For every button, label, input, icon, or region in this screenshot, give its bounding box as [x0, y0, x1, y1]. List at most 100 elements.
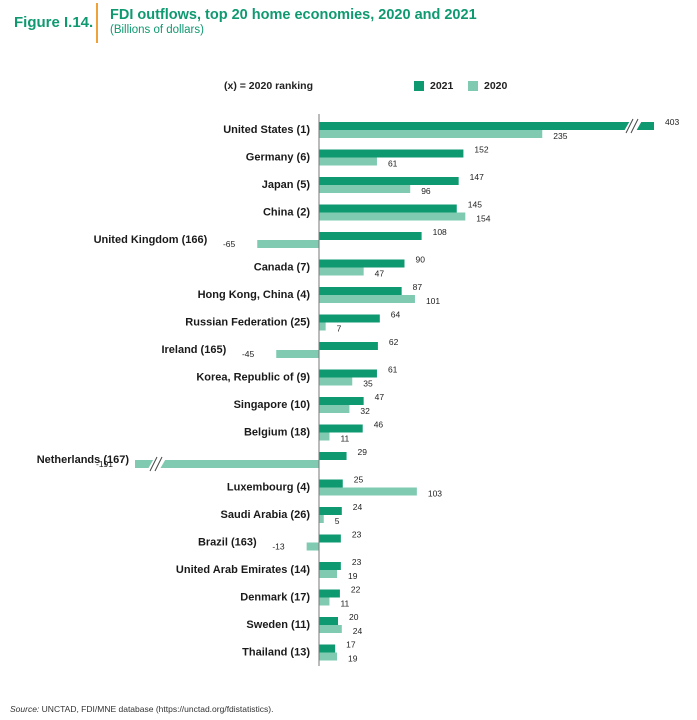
bar-2020-united-kingdom-166	[257, 240, 319, 248]
value-label-2021-germany-6: 152	[474, 145, 488, 155]
legend-swatch-2021	[414, 81, 424, 91]
value-label-2020-brazil-163: -13	[272, 542, 285, 552]
value-label-2021-japan-5: 147	[470, 172, 484, 182]
value-label-2020-netherlands-167: -191	[96, 459, 113, 469]
category-label-japan-5: Japan (5)	[262, 179, 311, 191]
bar-2020-sweden-11	[319, 625, 342, 633]
value-label-2020-luxembourg-4: 103	[428, 489, 442, 499]
bar-2020-canada-7	[319, 267, 364, 276]
category-label-united-states-1: United States (1)	[223, 124, 310, 136]
axis-break-united-states-1-mark-a	[625, 118, 634, 134]
bar-2020-germany-6	[319, 157, 377, 166]
source-note: Source: UNCTAD, FDI/MNE database (https:…	[10, 704, 273, 714]
category-label-russian-federation-25: Russian Federation (25)	[185, 317, 310, 329]
value-label-2020-united-states-1: 235	[553, 131, 567, 141]
value-label-2021-saudi-arabia-26: 24	[353, 502, 363, 512]
value-label-2021-netherlands-167: 29	[358, 447, 368, 457]
bar-2021-denmark-17	[319, 589, 340, 598]
bar-2021-united-kingdom-166	[319, 232, 422, 240]
value-label-2021-belgium-18: 46	[374, 420, 384, 430]
value-label-2020-singapore-10: 32	[360, 406, 370, 416]
value-label-2020-united-kingdom-166: -65	[223, 239, 236, 249]
source-text: UNCTAD, FDI/MNE database (https://unctad…	[41, 704, 274, 714]
bar-2020-japan-5	[319, 185, 411, 193]
bar-2021-belgium-18	[319, 424, 363, 433]
value-label-2020-ireland-165: -45	[242, 349, 255, 359]
value-label-2021-sweden-11: 20	[349, 612, 359, 622]
bar-2021-germany-6	[319, 149, 464, 158]
bar-2021-canada-7	[319, 259, 405, 268]
category-label-netherlands-167: Netherlands (167)	[37, 454, 130, 466]
bar-2021-sweden-11	[319, 617, 338, 625]
value-label-2020-hong-kong-china-4: 101	[426, 296, 440, 306]
value-label-2021-korea-republic-of-9: 61	[388, 365, 398, 375]
figure-label: Figure I.14.	[14, 14, 94, 31]
value-label-2020-saudi-arabia-26: 5	[335, 516, 340, 526]
bar-2020-singapore-10	[319, 405, 350, 413]
bar-2021-thailand-13	[319, 644, 336, 653]
value-label-2021-china-2: 145	[468, 200, 482, 210]
bar-2020-denmark-17	[319, 597, 330, 606]
value-label-2020-denmark-17: 11	[340, 599, 349, 609]
bar-2020-hong-kong-china-4	[319, 295, 415, 303]
value-label-2020-united-arab-emirates-14: 19	[348, 571, 358, 581]
category-label-saudi-arabia-26: Saudi Arabia (26)	[221, 509, 311, 521]
bar-2021-japan-5	[319, 177, 459, 185]
category-label-thailand-13: Thailand (13)	[242, 647, 310, 659]
bar-2021-luxembourg-4	[319, 479, 343, 488]
bar-2021-korea-republic-of-9	[319, 369, 377, 378]
category-label-united-arab-emirates-14: United Arab Emirates (14)	[176, 564, 310, 576]
value-label-2020-china-2: 154	[476, 214, 490, 224]
axis-break-netherlands-167-mark-b	[154, 456, 163, 472]
bar-2021-brazil-163	[319, 534, 341, 543]
bar-2020-belgium-18	[319, 432, 330, 441]
bar-2021-russian-federation-25	[319, 314, 380, 323]
chart-title: FDI outflows, top 20 home economies, 202…	[110, 7, 477, 23]
bar-2021-saudi-arabia-26	[319, 507, 342, 515]
value-label-2021-ireland-165: 62	[389, 337, 399, 347]
category-label-hong-kong-china-4: Hong Kong, China (4)	[198, 289, 311, 301]
bar-2021-hong-kong-china-4	[319, 287, 402, 295]
legend-swatch-2020	[468, 81, 478, 91]
value-label-2021-united-arab-emirates-14: 23	[352, 557, 362, 567]
axis-break-united-states-1-mark-b	[630, 118, 639, 134]
value-label-2020-japan-5: 96	[421, 186, 431, 196]
value-label-2020-thailand-13: 19	[348, 654, 358, 664]
value-label-2020-germany-6: 61	[388, 159, 398, 169]
bar-2020-china-2	[319, 212, 466, 221]
category-label-sweden-11: Sweden (11)	[246, 619, 310, 631]
value-label-2021-united-kingdom-166: 108	[433, 227, 447, 237]
value-label-2021-denmark-17: 22	[351, 585, 361, 595]
value-label-2020-sweden-11: 24	[353, 626, 363, 636]
bar-2020-russian-federation-25	[319, 322, 326, 331]
ranking-note: (x) = 2020 ranking	[224, 80, 313, 92]
category-label-brazil-163: Brazil (163)	[198, 537, 257, 549]
category-label-united-kingdom-166: United Kingdom (166)	[94, 234, 208, 246]
bar-2021-china-2	[319, 204, 457, 213]
category-label-ireland-165: Ireland (165)	[161, 344, 226, 356]
bar-2021-netherlands-167	[319, 452, 347, 460]
bar-2020-ireland-165	[276, 350, 319, 358]
value-label-2021-hong-kong-china-4: 87	[413, 282, 423, 292]
value-label-2021-russian-federation-25: 64	[391, 310, 401, 320]
source-label: Source:	[10, 704, 40, 714]
bar-2021-singapore-10	[319, 397, 364, 405]
bar-2020-brazil-163	[306, 542, 319, 551]
category-label-singapore-10: Singapore (10)	[234, 399, 311, 411]
bar-2020-thailand-13	[319, 652, 338, 661]
bar-2020-united-arab-emirates-14	[319, 570, 338, 578]
value-label-2021-luxembourg-4: 25	[354, 475, 364, 485]
legend-item-2021: 2021	[414, 80, 453, 92]
bar-2020-saudi-arabia-26	[319, 515, 324, 523]
category-label-canada-7: Canada (7)	[254, 262, 311, 274]
legend-label-2021: 2021	[430, 80, 454, 92]
category-label-luxembourg-4: Luxembourg (4)	[227, 482, 310, 494]
value-label-2021-singapore-10: 47	[375, 392, 385, 402]
value-label-2020-canada-7: 47	[375, 269, 385, 279]
value-label-2021-brazil-163: 23	[352, 530, 362, 540]
bar-2020-netherlands-167	[135, 460, 319, 468]
bar-2021-united-states-1	[319, 122, 654, 130]
bar-2021-ireland-165	[319, 342, 378, 350]
bar-2020-luxembourg-4	[319, 487, 417, 496]
